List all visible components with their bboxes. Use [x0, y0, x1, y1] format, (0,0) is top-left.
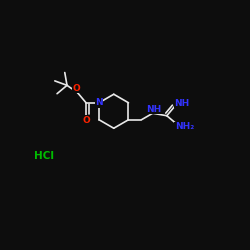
Text: NH: NH — [146, 105, 162, 114]
Text: N: N — [95, 98, 103, 107]
Text: NH₂: NH₂ — [175, 122, 194, 131]
Text: HCl: HCl — [34, 151, 54, 161]
Text: O: O — [72, 84, 80, 93]
Text: O: O — [82, 116, 90, 125]
Text: NH: NH — [174, 99, 190, 108]
